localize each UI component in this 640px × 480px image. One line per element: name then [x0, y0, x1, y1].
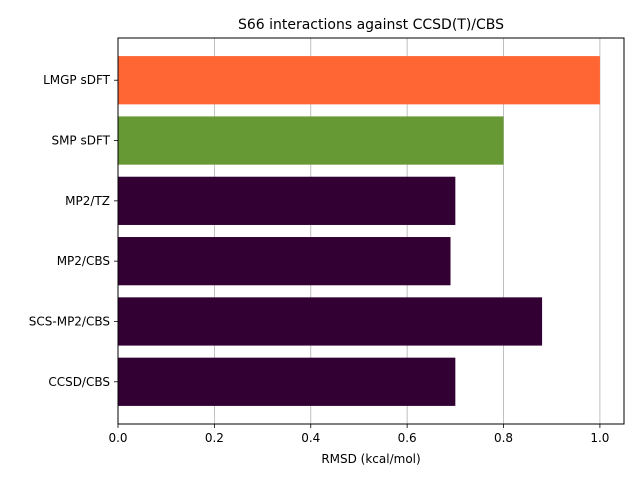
chart-title: S66 interactions against CCSD(T)/CBS [238, 17, 504, 33]
bars [118, 56, 600, 406]
plot-frame [117, 37, 625, 425]
x-tick-label: 0.2 [205, 431, 224, 445]
y-tick-label: MP2/TZ [65, 194, 110, 208]
x-tick-label: 0.4 [301, 431, 320, 445]
x-axis-title: RMSD (kcal/mol) [321, 452, 420, 466]
y-tick-label: CCSD/CBS [48, 375, 110, 389]
bar [118, 176, 456, 225]
x-tick-label: 0.6 [398, 431, 417, 445]
y-tick-label: LMGP sDFT [43, 73, 111, 87]
bar [118, 116, 504, 165]
bar [118, 237, 451, 286]
bar [118, 357, 456, 406]
bar [118, 297, 543, 346]
y-axis-ticks: LMGP sDFT SMP sDFT MP2/TZ MP2/CBS SCS-MP2/CB… [29, 73, 118, 389]
x-tick-label: 0.0 [108, 431, 127, 445]
x-axis-ticks: 0.0 0.2 0.4 0.6 0.8 1.0 [108, 424, 609, 445]
x-tick-label: 0.8 [494, 431, 513, 445]
y-tick-label: SCS-MP2/CBS [29, 314, 110, 328]
bar [118, 56, 600, 105]
x-tick-label: 1.0 [590, 431, 609, 445]
y-tick-label: SMP sDFT [51, 134, 110, 148]
y-tick-label: MP2/CBS [57, 254, 110, 268]
